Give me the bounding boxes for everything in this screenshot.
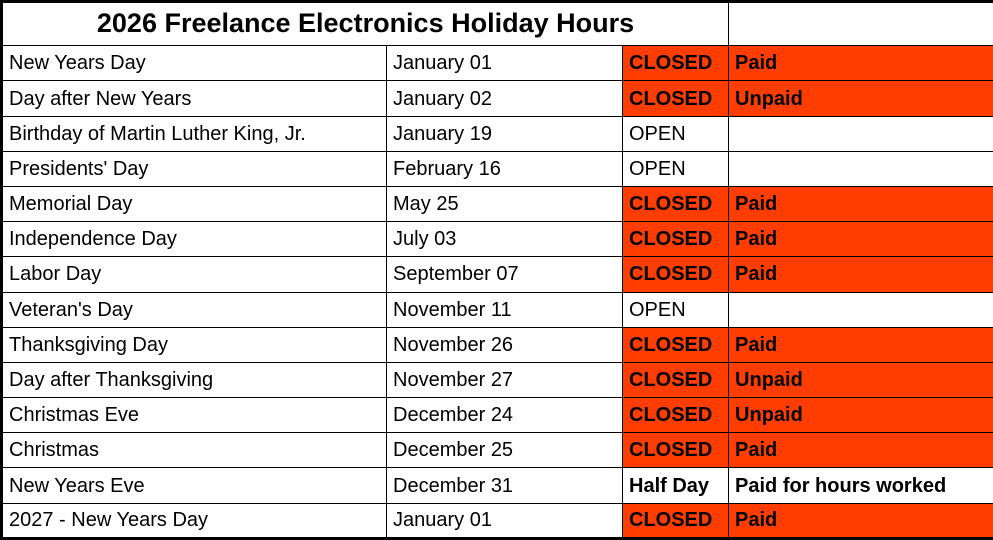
pay-cell: Paid xyxy=(728,256,993,293)
status-cell: CLOSED xyxy=(621,502,730,540)
date-cell: December 25 xyxy=(386,432,623,469)
date-cell: January 19 xyxy=(386,115,623,152)
status-cell: CLOSED xyxy=(621,185,730,223)
status-cell: OPEN xyxy=(621,150,730,187)
table-row: Veteran's Day November 11 OPEN xyxy=(1,291,993,328)
table-row: Labor Day September 07 CLOSED Paid xyxy=(1,256,993,293)
holiday-cell: New Years Eve xyxy=(1,467,387,504)
date-cell: November 26 xyxy=(386,326,623,363)
pay-cell: Paid xyxy=(728,326,993,363)
table-row: Birthday of Martin Luther King, Jr. Janua… xyxy=(1,115,993,152)
pay-cell xyxy=(728,115,993,152)
date-cell: September 07 xyxy=(386,256,623,293)
status-cell: OPEN xyxy=(621,291,730,328)
holiday-cell: Day after Thanksgiving xyxy=(1,361,387,399)
date-cell: December 31 xyxy=(386,467,623,504)
page-title: 2026 Freelance Electronics Holiday Hours xyxy=(0,0,730,47)
holiday-cell: Day after New Years xyxy=(1,80,387,117)
table-row: Independence Day July 03 CLOSED Paid xyxy=(1,221,993,258)
status-cell: CLOSED xyxy=(621,256,730,293)
holiday-cell: Memorial Day xyxy=(1,185,387,223)
pay-cell: Unpaid xyxy=(728,80,993,117)
status-cell: OPEN xyxy=(621,115,730,152)
holiday-cell: Labor Day xyxy=(1,256,387,293)
holiday-cell: Christmas Eve xyxy=(1,397,387,434)
pay-cell: Unpaid xyxy=(728,397,993,434)
date-cell: November 27 xyxy=(386,361,623,399)
status-cell: CLOSED xyxy=(621,432,730,469)
pay-cell: Paid xyxy=(728,221,993,258)
pay-cell: Paid for hours worked xyxy=(728,467,993,504)
pay-cell: Paid xyxy=(728,502,993,540)
holiday-cell: Birthday of Martin Luther King, Jr. xyxy=(1,115,387,152)
table-row: New Years Day January 01 CLOSED Paid xyxy=(1,45,993,82)
holiday-cell: Thanksgiving Day xyxy=(1,326,387,363)
pay-cell: Paid xyxy=(728,45,993,82)
date-cell: May 25 xyxy=(386,185,623,223)
date-cell: February 16 xyxy=(386,150,623,187)
status-cell: Half Day xyxy=(621,467,730,504)
table-row: Presidents' Day February 16 OPEN xyxy=(1,150,993,187)
pay-cell xyxy=(728,150,993,187)
holiday-cell: Veteran's Day xyxy=(1,291,387,328)
status-cell: CLOSED xyxy=(621,221,730,258)
table-row: Thanksgiving Day November 26 CLOSED Paid xyxy=(1,326,993,363)
table-row: 2027 - New Years Day January 01 CLOSED Paid xyxy=(1,502,993,540)
status-cell: CLOSED xyxy=(621,80,730,117)
date-cell: December 24 xyxy=(386,397,623,434)
holiday-cell: Presidents' Day xyxy=(1,150,387,187)
table-row: Day after New Years January 02 CLOSED Unpai… xyxy=(1,80,993,117)
date-cell: November 11 xyxy=(386,291,623,328)
table-row: New Years Eve December 31 Half Day Paid for… xyxy=(1,467,993,504)
status-cell: CLOSED xyxy=(621,361,730,399)
date-cell: January 01 xyxy=(386,45,623,82)
status-cell: CLOSED xyxy=(621,397,730,434)
pay-cell: Unpaid xyxy=(728,361,993,399)
date-cell: January 02 xyxy=(386,80,623,117)
pay-cell xyxy=(728,291,993,328)
table-row: Day after Thanksgiving November 27 CLOSED U… xyxy=(1,361,993,399)
holiday-cell: Independence Day xyxy=(1,221,387,258)
title-empty-cell xyxy=(728,0,993,47)
holiday-cell: New Years Day xyxy=(1,45,387,82)
status-cell: CLOSED xyxy=(621,326,730,363)
pay-cell: Paid xyxy=(728,185,993,223)
status-cell: CLOSED xyxy=(621,45,730,82)
table-row: Christmas December 25 CLOSED Paid xyxy=(1,432,993,469)
table-row: Memorial Day May 25 CLOSED Paid xyxy=(1,185,993,223)
date-cell: July 03 xyxy=(386,221,623,258)
holiday-cell: Christmas xyxy=(1,432,387,469)
title-row: 2026 Freelance Electronics Holiday Hours xyxy=(0,0,993,47)
pay-cell: Paid xyxy=(728,432,993,469)
table-row: Christmas Eve December 24 CLOSED Unpaid xyxy=(1,397,993,434)
date-cell: January 01 xyxy=(386,502,623,540)
holiday-cell: 2027 - New Years Day xyxy=(1,502,387,540)
